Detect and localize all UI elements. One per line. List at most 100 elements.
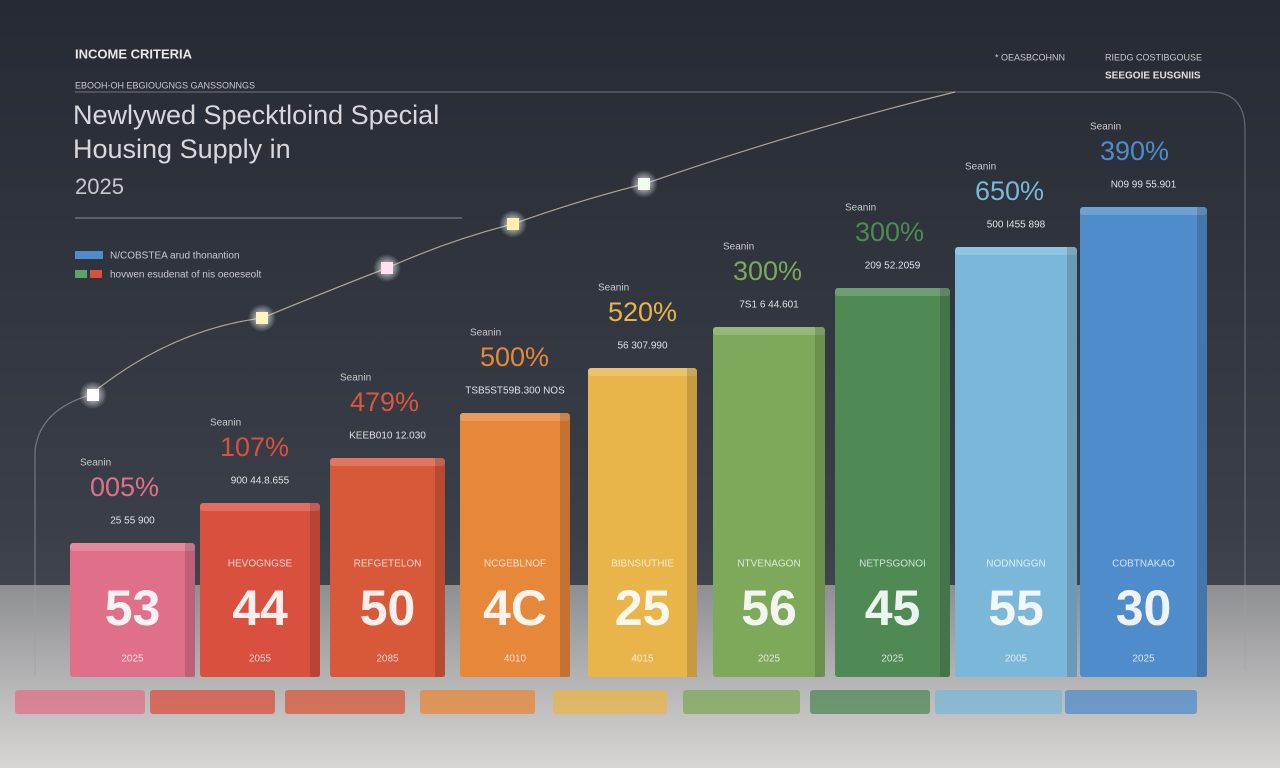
column-detail: KEEB010 12.030 (349, 431, 426, 442)
top-right-text: * OEASBCOHNN (995, 52, 1065, 62)
column-label: Seanin (965, 162, 996, 173)
bar-year: 2025 (1132, 654, 1155, 665)
bar-number: 45 (865, 580, 921, 636)
frame-line (75, 91, 1246, 670)
bar-name: NETPSGONOI (859, 559, 926, 570)
bar-year: 2085 (376, 654, 399, 665)
bar-top (713, 327, 825, 335)
bar (330, 458, 445, 677)
subtitle: EBOOH-OH EBGIOUGNGS GANSSONNGS (75, 80, 255, 90)
bar-top (1080, 207, 1207, 215)
glow-points (79, 170, 658, 409)
year: 2025 (75, 174, 124, 199)
frame-line (34, 394, 91, 675)
bar-name: COBTNAKAO (1112, 559, 1175, 570)
column-label: Seanin (80, 458, 111, 469)
bar-top (330, 458, 445, 466)
bar (1080, 207, 1207, 677)
bar-shade (310, 503, 320, 677)
bar-reflection (935, 690, 1062, 714)
bar-reflection (683, 690, 800, 714)
bar-name: BIBNSIUTHIE (611, 559, 674, 570)
column-percent: 520% (608, 297, 677, 327)
bar (835, 288, 950, 677)
bar-top (955, 247, 1077, 255)
bar-shade (815, 327, 825, 677)
bar-number: 30 (1116, 580, 1172, 636)
column-detail: 56 307.990 (617, 341, 667, 352)
bar-reflection (1065, 690, 1197, 714)
bar (955, 247, 1077, 677)
column-percent: 500% (480, 342, 549, 372)
bar-shade (687, 368, 697, 677)
bar-year: 2025 (758, 654, 781, 665)
bar-year: 2005 (1005, 654, 1028, 665)
bar-top (835, 288, 950, 296)
column-label: Seanin (723, 242, 754, 253)
bar (713, 327, 825, 677)
column-detail: 900 44.8.655 (231, 476, 290, 487)
bar-reflection (150, 690, 275, 714)
column-label: Seanin (598, 283, 629, 294)
bar-top (460, 413, 570, 421)
column-label: Seanin (470, 328, 501, 339)
bar-number: 25 (615, 580, 671, 636)
bar-name: NTVENAGON (737, 559, 800, 570)
column-label: Seanin (845, 203, 876, 214)
bar-number: 4C (483, 580, 547, 636)
trend-line (89, 91, 956, 396)
bar-reflection (285, 690, 405, 714)
top-right-text: SEEGOIE EUSGNIIS (1105, 71, 1201, 82)
bar-number: 55 (988, 580, 1044, 636)
bar-top (200, 503, 320, 511)
column-detail: 25 55 900 (110, 516, 155, 527)
column-detail: N09 99 55.901 (1111, 180, 1177, 191)
bar-year: 4010 (504, 654, 527, 665)
column-label: Seanin (1090, 122, 1121, 133)
legend-swatch (75, 251, 103, 259)
column-detail: 7S1 6 44.601 (739, 300, 799, 311)
column-percent: 300% (733, 256, 802, 286)
bar (460, 413, 570, 677)
bar-number: 53 (105, 580, 161, 636)
bar-reflection (810, 690, 930, 714)
bar-top (70, 543, 195, 551)
bar-number: 44 (232, 580, 288, 636)
bar (588, 368, 697, 677)
column-detail: 209 52.2059 (865, 261, 921, 272)
column-detail: TSB5ST59B.300 NOS (465, 386, 565, 397)
title-box: Newlywed Specktloind Special Housing Sup… (73, 100, 440, 164)
column-label: Seanin (210, 418, 241, 429)
bar-year: 2055 (249, 654, 272, 665)
column-percent: 107% (220, 432, 289, 462)
column-percent: 390% (1100, 136, 1169, 166)
column-detail: 500 I455 898 (987, 220, 1046, 231)
bar-shade (185, 543, 195, 677)
bar-shade (940, 288, 950, 677)
bar (200, 503, 320, 677)
bar-number: 56 (741, 580, 797, 636)
bar-name: NCGEBLNOF (484, 559, 546, 570)
bar-name: HEVOGNGSE (228, 559, 293, 570)
column-percent: 650% (975, 176, 1044, 206)
bar-shade (560, 413, 570, 677)
top-right-text: RIEDG COSTIBGOUSE (1105, 52, 1202, 62)
bar-number: 50 (360, 580, 416, 636)
bar-year: 4015 (631, 654, 654, 665)
column-label: Seanin (340, 373, 371, 384)
title: Newlywed Specktloind Special Housing Sup… (73, 100, 440, 164)
bar-reflection (420, 690, 535, 714)
bar-reflection (15, 690, 145, 714)
bar-shade (435, 458, 445, 677)
bar-year: 2025 (881, 654, 904, 665)
legend-swatch (75, 270, 87, 278)
bar-name: NODNNGGN (986, 559, 1045, 570)
bar-top (588, 368, 697, 376)
bar-shade (1197, 207, 1207, 677)
legend-swatch (90, 270, 102, 278)
legend-text: hovwen esudenat of nis oeoeseolt (110, 270, 261, 281)
bar-name: REFGETELON (354, 559, 422, 570)
column-percent: 005% (90, 472, 159, 502)
legend-text: N/COBSTEA arud thonantion (110, 251, 240, 262)
